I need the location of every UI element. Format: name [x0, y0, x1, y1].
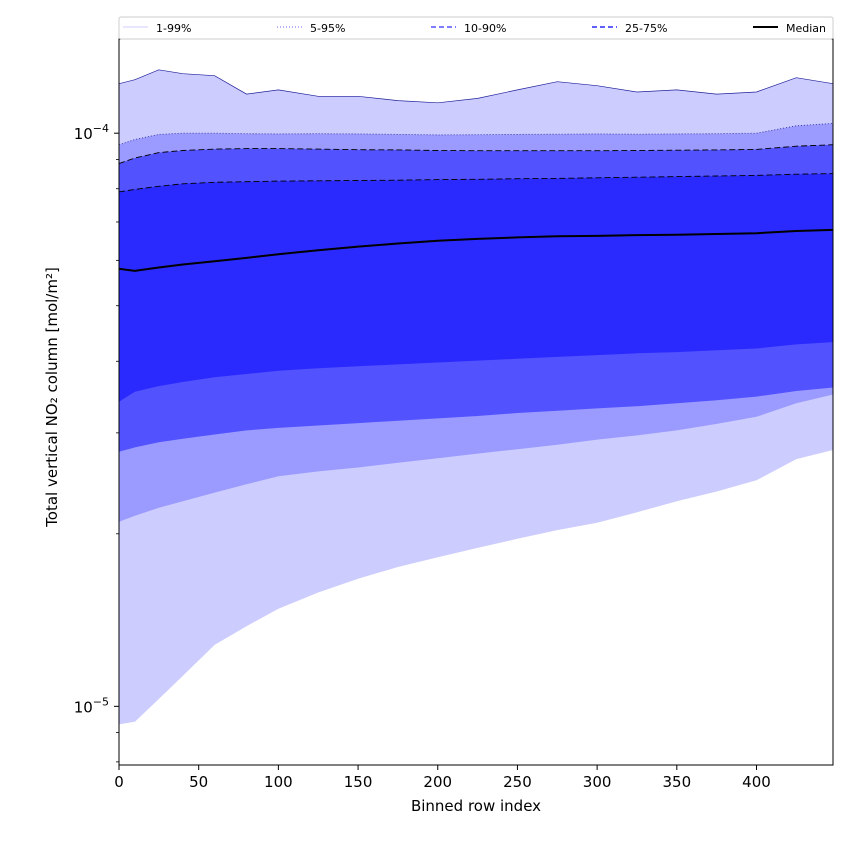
y-tick-label: 10−4: [74, 122, 109, 143]
x-tick-label: 50: [189, 773, 208, 791]
band-5-95-edge: [118, 122, 834, 146]
legend-label-5-95: 5-95%: [310, 22, 345, 35]
median-line: [118, 228, 834, 272]
legend-box: [118, 16, 834, 40]
x-tick-label: 200: [423, 773, 452, 791]
y-tick-label: 10−5: [74, 695, 109, 716]
median-layer: [118, 228, 834, 272]
band-25-75-area: [119, 173, 833, 402]
x-tick-label: 400: [742, 773, 771, 791]
band-25-75-edge: [118, 173, 834, 193]
legend-label-25-75: 25-75%: [625, 22, 667, 35]
legend: 1-99% 5-95% 10-90% 25-75% Median: [118, 16, 834, 40]
legend-label-Median: Median: [786, 22, 826, 35]
band-1-99-edge: [118, 69, 834, 104]
percentile-bands: [118, 69, 834, 725]
band-10-90-edge: [118, 144, 834, 165]
y-axis-label: Total vertical NO₂ column [mol/m²]: [43, 267, 61, 528]
x-tick-label: 300: [583, 773, 612, 791]
x-axis: 0 50 100 150 200 250 300 350 400: [114, 765, 771, 791]
x-tick-label: 250: [503, 773, 532, 791]
y-axis: 10−5 10−4: [74, 122, 119, 763]
x-tick-label: 150: [344, 773, 373, 791]
legend-label-1-99: 1-99%: [156, 22, 191, 35]
legend-label-10-90: 10-90%: [464, 22, 506, 35]
x-tick-label: 350: [662, 773, 691, 791]
x-tick-label: 100: [264, 773, 293, 791]
x-axis-label: Binned row index: [411, 797, 541, 815]
x-tick-label: 0: [114, 773, 124, 791]
